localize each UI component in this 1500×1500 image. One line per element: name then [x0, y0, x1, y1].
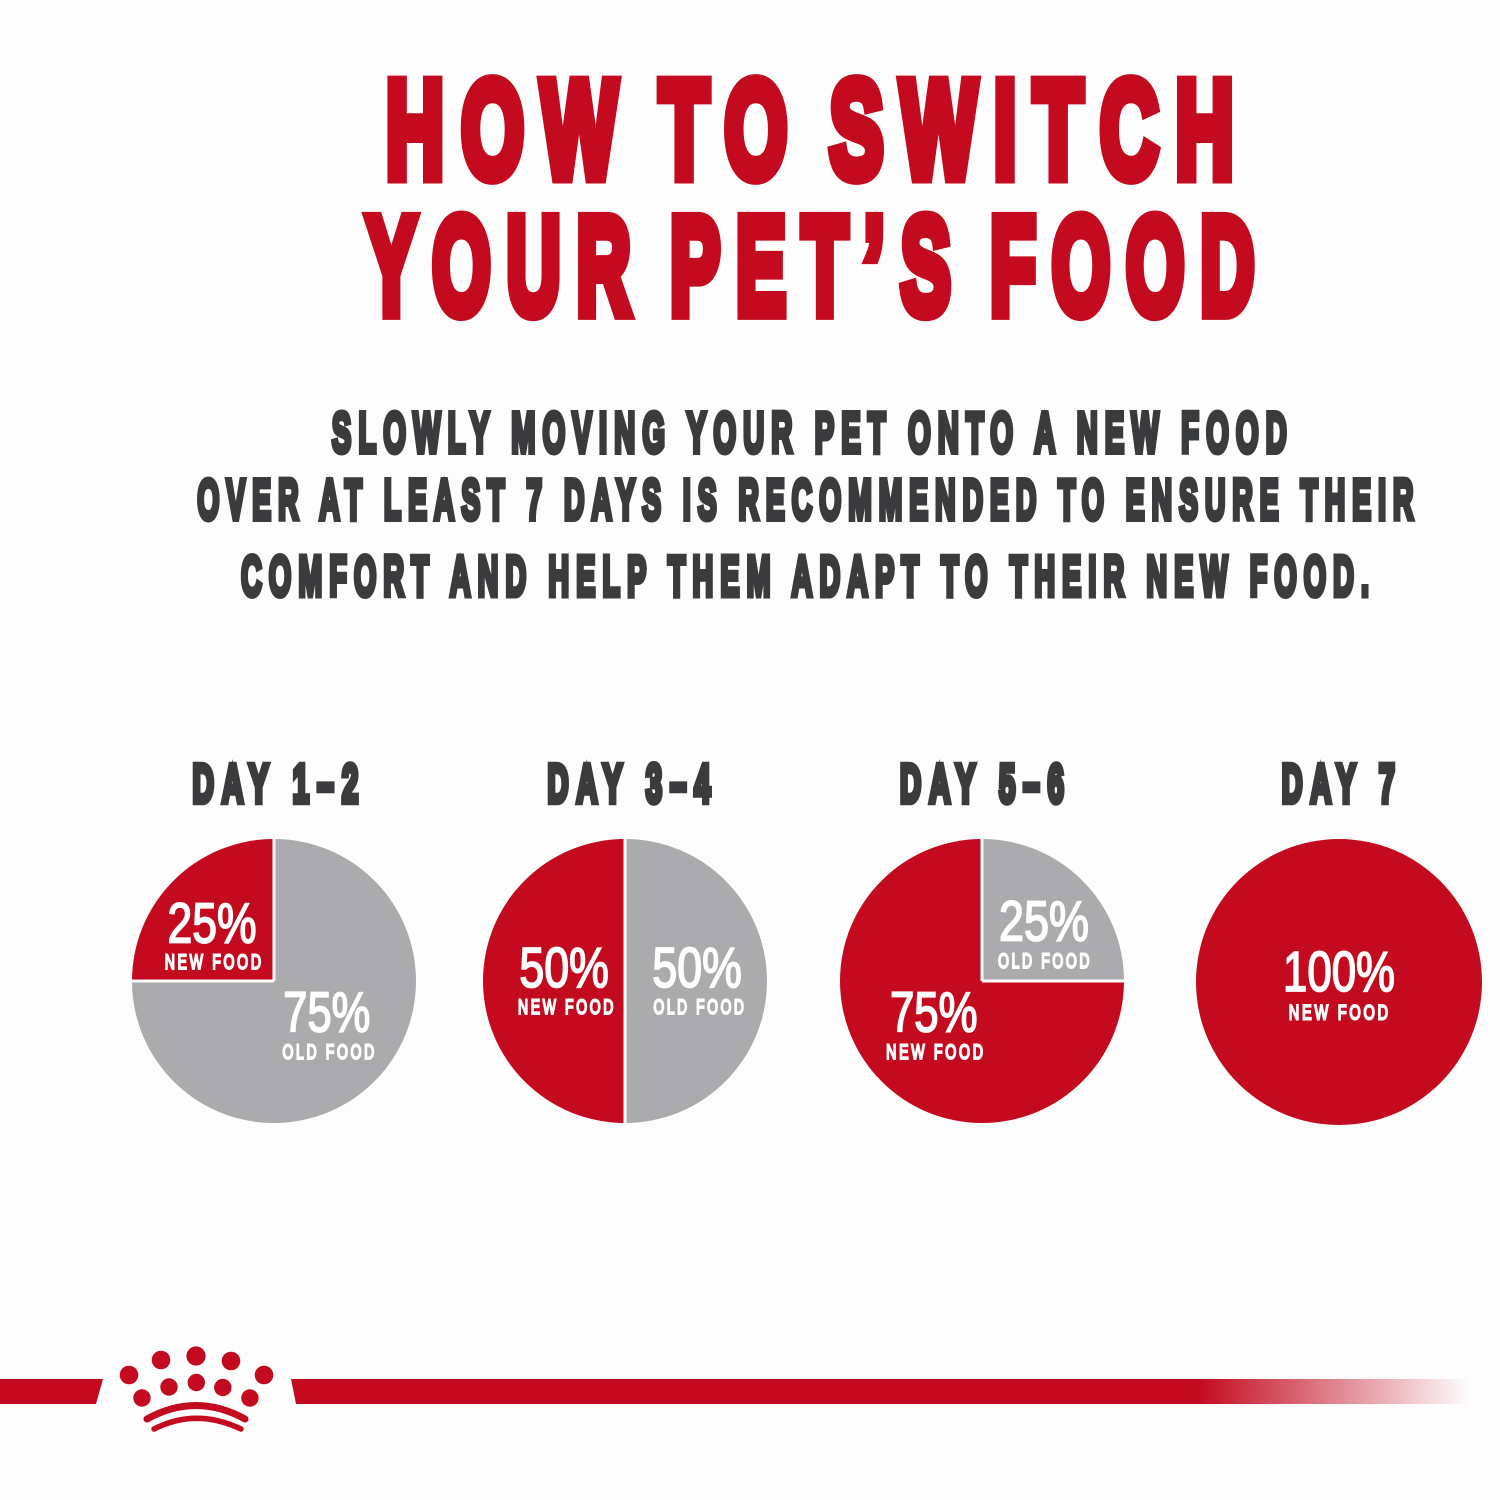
svg-text:OLD FOOD: OLD FOOD [654, 996, 747, 1019]
svg-text:75%: 75% [283, 981, 370, 1044]
svg-text:HOW TO SWITCH: HOW TO SWITCH [386, 54, 1251, 207]
svg-text:NEW FOOD: NEW FOOD [518, 996, 616, 1019]
svg-text:DAY 7: DAY 7 [1282, 754, 1403, 814]
svg-text:100%: 100% [1283, 940, 1395, 1003]
svg-text:OLD FOOD: OLD FOOD [282, 1041, 377, 1064]
svg-text:SLOWLY MOVING YOUR PET ONTO A: SLOWLY MOVING YOUR PET ONTO A NEW FOOD [332, 401, 1294, 464]
svg-text:25%: 25% [168, 891, 257, 954]
svg-text:25%: 25% [999, 890, 1089, 953]
svg-text:DAY 3–4: DAY 3–4 [548, 754, 719, 814]
svg-text:DAY 5–6: DAY 5–6 [900, 754, 1072, 814]
svg-text:YOUR PET’S FOOD: YOUR PET’S FOOD [367, 190, 1271, 343]
svg-text:NEW FOOD: NEW FOOD [1289, 1002, 1391, 1025]
svg-text:50%: 50% [519, 936, 609, 999]
svg-text:OLD FOOD: OLD FOOD [998, 950, 1092, 973]
svg-text:75%: 75% [890, 981, 978, 1044]
svg-text:50%: 50% [652, 936, 742, 999]
svg-text:DAY 1–2: DAY 1–2 [193, 754, 367, 814]
svg-text:OVER AT LEAST 7 DAYS IS RECOMM: OVER AT LEAST 7 DAYS IS RECOMMENDED TO E… [197, 468, 1420, 531]
svg-text:NEW FOOD: NEW FOOD [886, 1041, 986, 1064]
svg-text:COMFORT AND HELP THEM ADAPT TO: COMFORT AND HELP THEM ADAPT TO THEIR NEW… [241, 544, 1376, 607]
svg-text:NEW FOOD: NEW FOOD [165, 951, 264, 974]
